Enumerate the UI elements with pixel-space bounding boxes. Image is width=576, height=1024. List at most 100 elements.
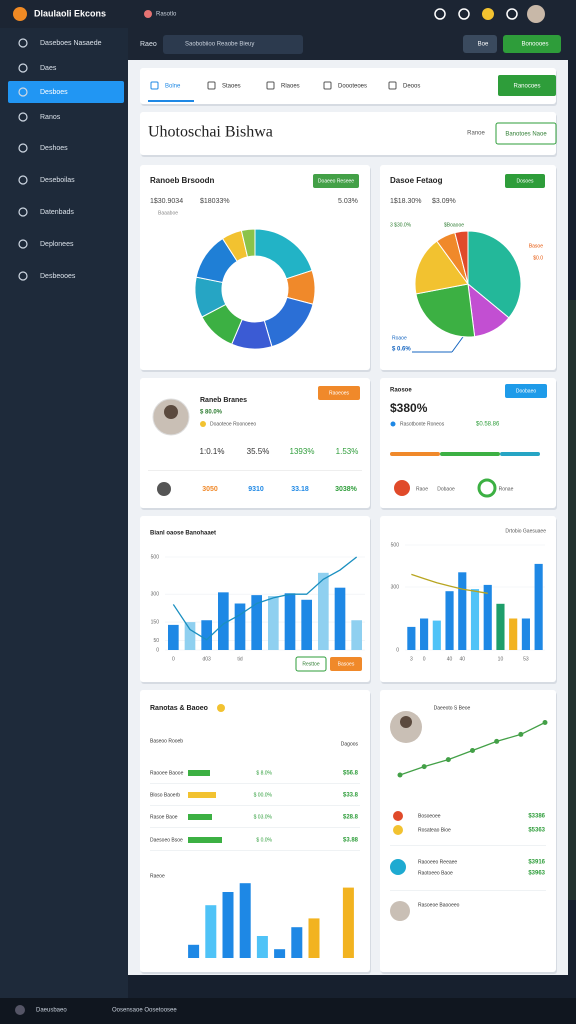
item-icon xyxy=(393,811,403,821)
kpi-value: $380% xyxy=(390,401,428,415)
table-head: Baseoo Rooeb xyxy=(150,738,183,744)
menu-icon xyxy=(18,239,28,249)
cell: Rasoe Baoe xyxy=(150,814,178,820)
table-title: Ranotas & Baoeo xyxy=(150,705,208,712)
icon-label: Ronae xyxy=(499,486,514,492)
badge xyxy=(505,384,547,398)
active-menu[interactable] xyxy=(8,81,124,103)
bar xyxy=(351,620,362,650)
x-tick-label: 40 xyxy=(459,656,465,662)
tab-icon xyxy=(323,81,332,90)
button[interactable] xyxy=(295,656,327,672)
cell: Daesoeo Bsoe xyxy=(150,837,183,843)
point xyxy=(470,748,475,753)
menu-item: Desbeooes xyxy=(40,273,76,280)
note: Baaaboe xyxy=(158,210,178,216)
bar xyxy=(470,589,480,650)
progress-segment xyxy=(440,452,500,456)
button[interactable] xyxy=(503,35,561,53)
bar xyxy=(496,603,505,650)
button[interactable] xyxy=(498,75,556,96)
icon[interactable] xyxy=(434,8,446,20)
progress-bar xyxy=(188,770,210,776)
icon xyxy=(217,704,225,712)
footer-stat: 9310 xyxy=(248,486,264,493)
tab: Deoos xyxy=(403,84,420,90)
y-tick-label: 500 xyxy=(391,542,400,548)
item-value: $3916 xyxy=(528,860,545,866)
x-tick-label: 10 xyxy=(498,656,504,662)
bar xyxy=(184,622,196,650)
card xyxy=(380,516,556,682)
button[interactable] xyxy=(495,122,557,145)
progress-bar xyxy=(188,792,216,798)
stat: 1:0.1% xyxy=(200,447,225,456)
trend-line xyxy=(172,556,358,641)
icon[interactable] xyxy=(458,8,470,20)
icon[interactable] xyxy=(482,8,494,20)
bar xyxy=(509,618,518,650)
bar xyxy=(188,944,200,958)
x-tick-label: 0 xyxy=(172,656,175,662)
app-title: Dlaulaoli Ekcons xyxy=(34,8,106,18)
item-icon xyxy=(390,859,406,875)
row-divider xyxy=(150,827,360,828)
stat: $3.09% xyxy=(432,198,456,205)
stat: 5.03% xyxy=(338,198,358,205)
progress-segment xyxy=(500,452,540,456)
tab: Doooteoes xyxy=(338,84,367,90)
bar xyxy=(534,563,543,650)
trend-line xyxy=(411,573,488,594)
chart-title: Bianl oaose Banohaaet xyxy=(150,531,216,537)
card xyxy=(140,378,370,508)
bar xyxy=(218,592,229,650)
button-label: Ranocoes xyxy=(513,84,540,90)
icon[interactable] xyxy=(506,8,518,20)
app-tag: Rasotlo xyxy=(156,12,177,18)
y-tick-label: 500 xyxy=(151,554,160,560)
point xyxy=(397,772,403,778)
bar xyxy=(222,892,234,958)
top-bar xyxy=(0,0,576,28)
card xyxy=(140,165,370,370)
icon-label: Raoe xyxy=(416,486,428,492)
item-name: Rosateao Bioe xyxy=(418,827,451,833)
x-tick-label: 0 xyxy=(423,656,426,662)
chart-title: Drtobio Gaesuaee xyxy=(505,528,546,534)
table-head: Dagoos xyxy=(341,741,359,747)
row-divider xyxy=(150,783,360,784)
bar xyxy=(432,620,441,650)
x-tick-label: d03 xyxy=(202,656,211,662)
stat: 1.53% xyxy=(336,447,359,456)
divider xyxy=(148,470,362,471)
bar xyxy=(325,940,337,958)
taskbar-item: Oosensaoe Oosetoosee xyxy=(112,1008,177,1014)
search-box[interactable] xyxy=(163,35,303,54)
button[interactable] xyxy=(330,657,362,671)
bar xyxy=(301,599,312,650)
bar xyxy=(256,936,268,958)
callout: $0.0 xyxy=(533,255,543,261)
bar xyxy=(268,596,279,650)
tab-icon xyxy=(207,81,216,90)
kpi-title: Raosoe xyxy=(390,388,412,394)
tab-icon xyxy=(266,81,275,90)
stat: 1$18.30% xyxy=(390,198,422,205)
icon xyxy=(394,480,410,496)
avatar[interactable] xyxy=(527,5,545,23)
stat: 1393% xyxy=(290,447,315,456)
button[interactable] xyxy=(463,35,497,53)
button-label: Basoes xyxy=(338,661,355,667)
bar xyxy=(251,595,262,650)
sidebar xyxy=(0,28,128,998)
table-foot: Raeoe xyxy=(150,873,165,879)
icon xyxy=(157,482,171,496)
badge xyxy=(313,174,359,188)
icon-label: Dobaoe xyxy=(437,486,455,492)
divider xyxy=(390,845,546,846)
stat: 1$30.9034 xyxy=(150,198,183,205)
x-tick-label: 3 xyxy=(410,656,413,662)
